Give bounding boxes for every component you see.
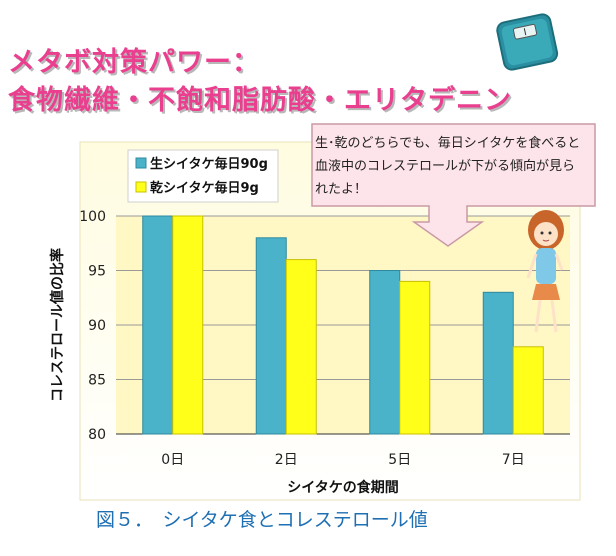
girl-illustration-icon [526, 210, 564, 333]
x-tick-label: 7日 [502, 452, 525, 468]
legend-swatch [135, 157, 147, 169]
bar-raw-2 [369, 270, 401, 435]
legend-swatch [135, 181, 147, 193]
legend-label: 生シイタケ毎日90g [150, 156, 268, 172]
bar-dried-2 [399, 280, 431, 435]
x-tick-label: 0日 [161, 452, 184, 468]
bar-raw-0 [142, 215, 174, 435]
bar-dried-3 [512, 346, 544, 435]
callout-text: 生･乾のどちらでも、毎日シイタケを食べると血液中のコレステロールが下がる傾向が見… [315, 136, 581, 197]
bar-raw-3 [482, 291, 514, 435]
y-tick-label: 100 [79, 209, 106, 225]
x-tick-label: 5日 [388, 452, 411, 468]
y-tick-label: 80 [88, 427, 106, 443]
bar-dried-0 [172, 215, 204, 435]
legend-box [127, 149, 279, 203]
chart-title: メタボ対策パワー： 食物繊維・不飽和脂肪酸・エリタデニン [8, 44, 608, 120]
figure-caption: 図５． シイタケ食とコレステロール値 [96, 509, 428, 531]
bar-raw-1 [255, 237, 287, 435]
x-tick-label: 2日 [275, 452, 298, 468]
bathroom-scale-icon [496, 13, 559, 71]
x-axis-label: シイタケの食期間 [287, 479, 398, 496]
y-tick-label: 95 [88, 264, 106, 280]
y-axis-label: コレステロール値の比率 [49, 248, 66, 402]
y-tick-label: 90 [88, 318, 106, 334]
callout-bubble [311, 123, 596, 247]
title-line-2: 食物繊維・不飽和脂肪酸・エリタデニン [8, 85, 512, 116]
legend-label: 乾シイタケ毎日9g [150, 180, 259, 196]
bar-dried-1 [285, 259, 317, 435]
y-tick-label: 85 [88, 373, 106, 389]
title-line-1: メタボ対策パワー： [8, 47, 260, 78]
